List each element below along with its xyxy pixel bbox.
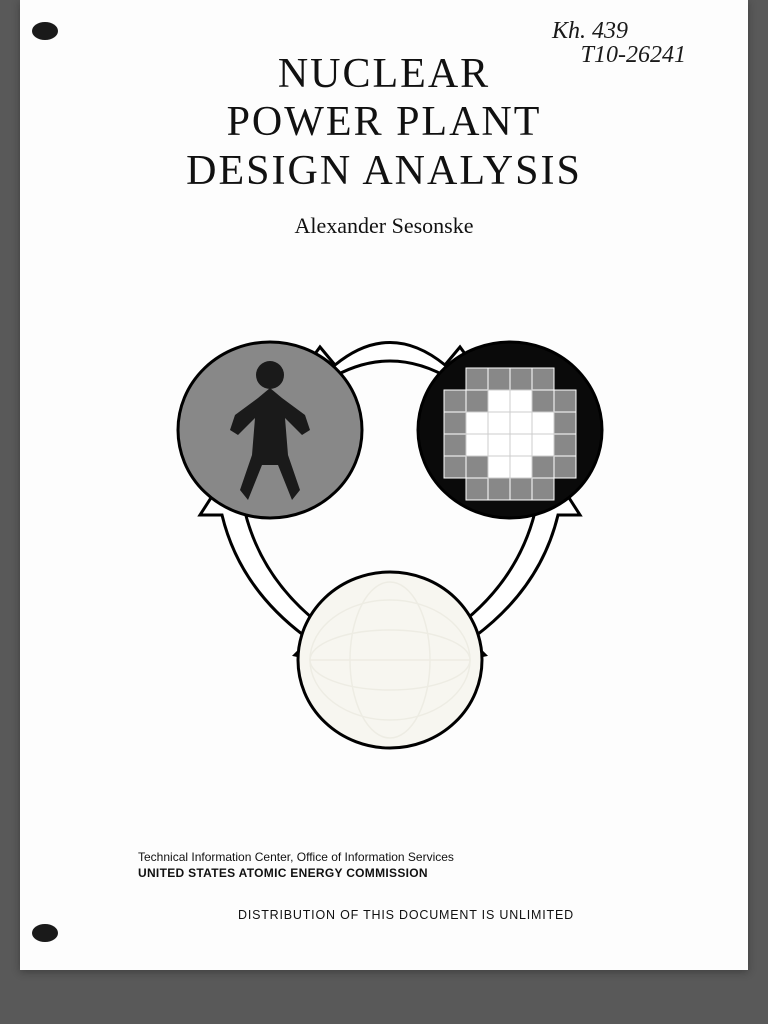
title-line: NUCLEAR <box>20 50 748 98</box>
publisher-line: UNITED STATES ATOMIC ENERGY COMMISSION <box>138 866 454 880</box>
publisher-block: Technical Information Center, Office of … <box>138 850 454 880</box>
globe-circle <box>298 572 482 748</box>
author-name: Alexander Sesonske <box>20 213 748 239</box>
punch-hole-icon <box>32 22 58 40</box>
title-line: DESIGN ANALYSIS <box>20 147 748 195</box>
cycle-diagram <box>140 290 640 770</box>
distribution-statement: DISTRIBUTION OF THIS DOCUMENT IS UNLIMIT… <box>238 908 574 922</box>
publisher-line: Technical Information Center, Office of … <box>138 850 454 864</box>
human-circle <box>178 342 362 518</box>
title-block: NUCLEAR POWER PLANT DESIGN ANALYSIS Alex… <box>20 50 748 239</box>
title-line: POWER PLANT <box>20 98 748 146</box>
reactor-circle <box>418 342 602 518</box>
handwritten-note: Kh. 439 <box>552 18 628 45</box>
diagram-svg <box>140 290 640 770</box>
punch-hole-icon <box>32 924 58 942</box>
document-page: Kh. 439 T10-26241 NUCLEAR POWER PLANT DE… <box>20 0 748 970</box>
